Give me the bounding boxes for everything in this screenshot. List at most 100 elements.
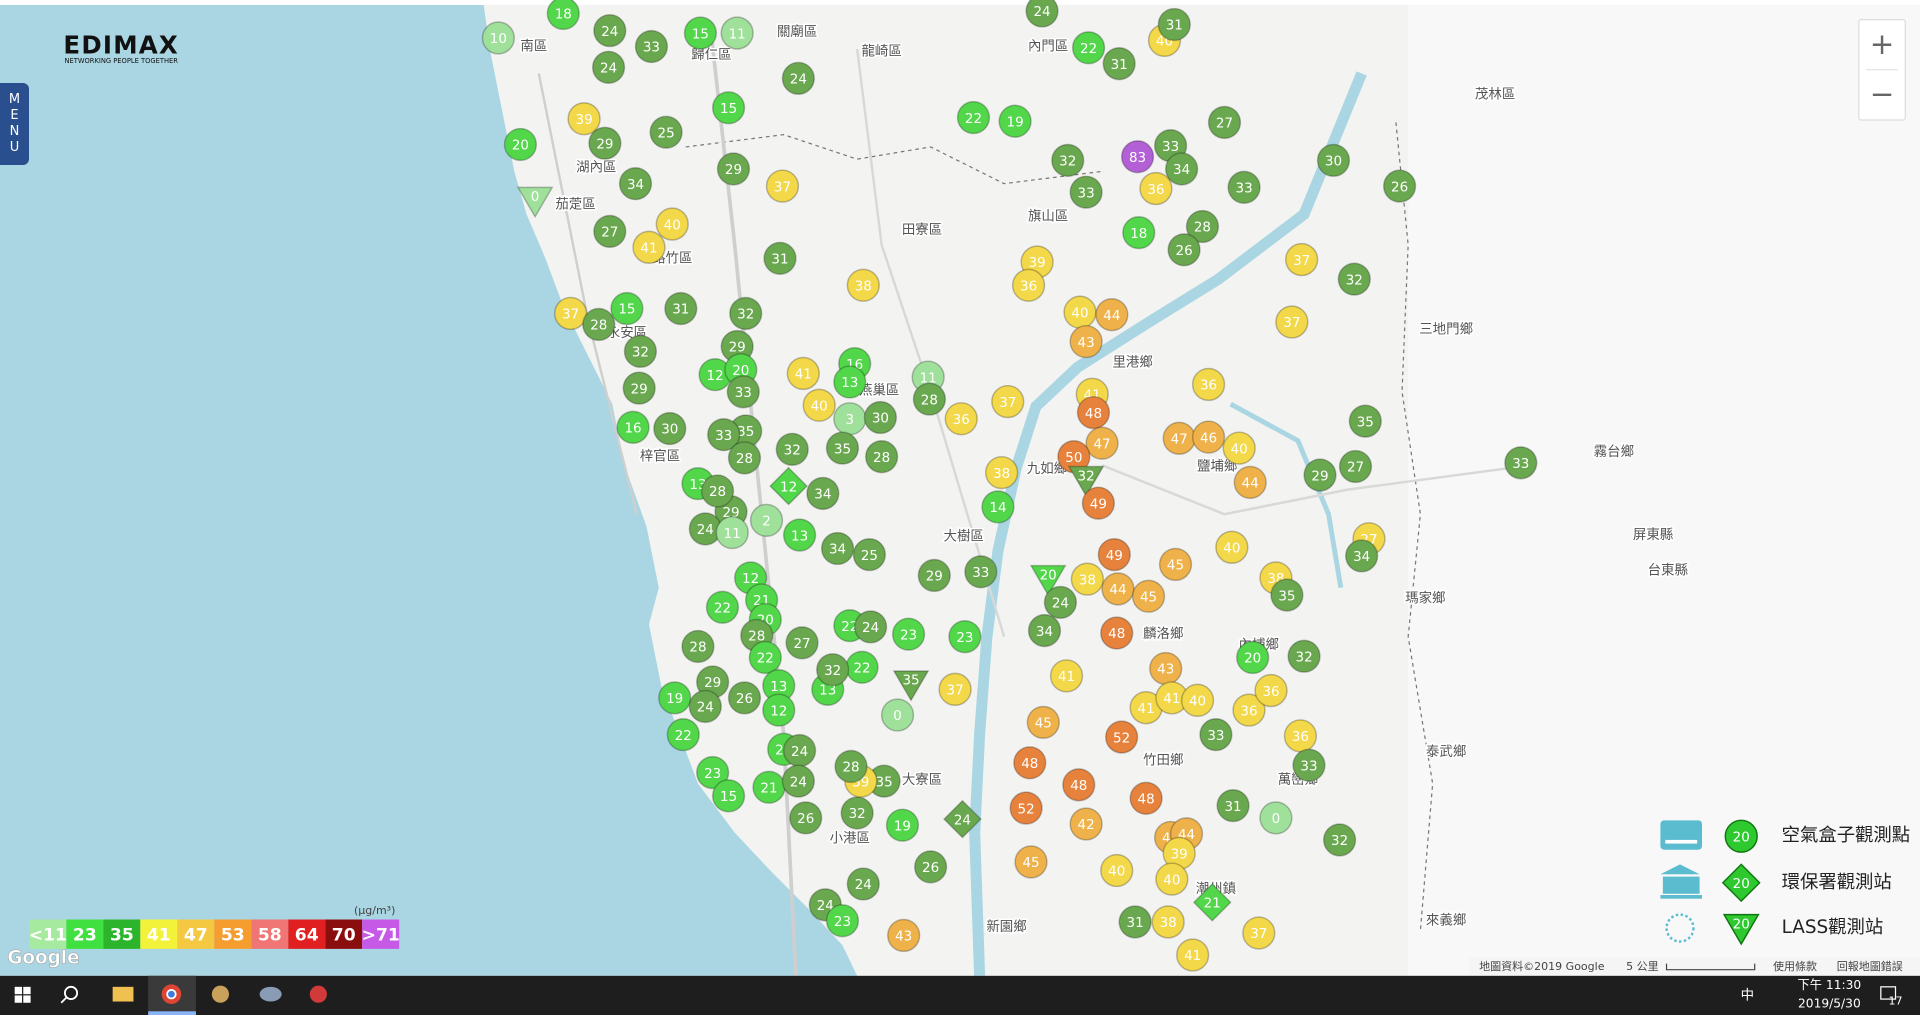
- report-link[interactable]: 回報地圖錯誤: [1837, 959, 1903, 973]
- sensor-marker[interactable]: 33: [1504, 446, 1538, 480]
- sensor-marker[interactable]: 40: [1215, 530, 1249, 564]
- search-button[interactable]: [63, 985, 79, 1001]
- sensor-marker[interactable]: 24: [688, 689, 722, 724]
- sensor-marker[interactable]: 48: [1013, 746, 1047, 780]
- sensor-marker[interactable]: 41: [632, 230, 666, 264]
- sensor-marker[interactable]: 48: [1062, 768, 1096, 802]
- sensor-marker[interactable]: 29: [622, 371, 656, 405]
- sensor-marker[interactable]: 39: [1162, 836, 1196, 871]
- sensor-marker[interactable]: 83: [1120, 140, 1155, 174]
- sensor-marker[interactable]: 47: [1085, 426, 1119, 460]
- sensor-marker[interactable]: 37: [938, 672, 972, 706]
- sensor-marker[interactable]: 21: [752, 770, 786, 804]
- sensor-marker[interactable]: 31: [763, 241, 797, 275]
- sensor-marker[interactable]: 18: [1122, 215, 1156, 250]
- sensor-marker[interactable]: 36: [1254, 673, 1288, 708]
- sensor-marker[interactable]: 32: [840, 796, 874, 830]
- sensor-marker[interactable]: 18: [546, 0, 580, 31]
- sensor-marker[interactable]: 45: [1026, 705, 1060, 740]
- sensor-marker[interactable]: 22: [956, 100, 991, 135]
- sensor-marker[interactable]: 23: [696, 755, 730, 790]
- sensor-marker[interactable]: 33: [964, 555, 998, 589]
- sensor-marker[interactable]: 13: [782, 518, 817, 552]
- sensor-marker[interactable]: 43: [1069, 324, 1103, 359]
- sensor-marker[interactable]: 37: [1275, 305, 1309, 339]
- sensor-marker[interactable]: 24: [1043, 585, 1078, 620]
- sensor-marker[interactable]: 45: [1131, 579, 1166, 613]
- sensor-marker[interactable]: 34: [1164, 152, 1199, 186]
- sensor-marker[interactable]: 24: [943, 799, 982, 839]
- sensor-marker[interactable]: 31: [1157, 7, 1191, 42]
- sensor-marker[interactable]: 52: [1104, 720, 1139, 754]
- sensor-marker[interactable]: 26: [913, 850, 948, 884]
- sensor-marker[interactable]: 28: [681, 629, 715, 664]
- notification-icon[interactable]: [1880, 986, 1897, 1000]
- sensor-marker[interactable]: 44: [1233, 465, 1267, 500]
- sensor-marker[interactable]: 43: [1149, 651, 1183, 686]
- sensor-marker[interactable]: 26: [789, 801, 823, 835]
- sensor-marker[interactable]: 26: [1382, 169, 1417, 203]
- sensor-marker[interactable]: 29: [917, 558, 951, 593]
- sensor-marker[interactable]: 20: [503, 127, 538, 162]
- sensor-marker[interactable]: 31: [664, 291, 698, 326]
- sensor-marker[interactable]: 43: [887, 918, 921, 953]
- clock-time[interactable]: 下午 11:30: [1798, 978, 1862, 992]
- sensor-marker[interactable]: 36: [1191, 367, 1226, 402]
- sensor-marker[interactable]: 19: [658, 681, 692, 715]
- sensor-marker[interactable]: 35: [1270, 578, 1304, 612]
- sensor-marker[interactable]: 15: [711, 91, 746, 125]
- sensor-marker[interactable]: 22: [1071, 31, 1106, 65]
- app-icon[interactable]: [211, 985, 229, 1003]
- sensor-marker[interactable]: 49: [1081, 486, 1116, 520]
- sensor-marker[interactable]: 29: [716, 152, 751, 186]
- sensor-marker[interactable]: 40: [1155, 862, 1189, 896]
- start-button[interactable]: [14, 986, 31, 1003]
- sensor-marker[interactable]: 30: [1316, 143, 1351, 178]
- sensor-marker[interactable]: 28: [912, 382, 947, 416]
- sensor-marker[interactable]: 27: [785, 626, 819, 660]
- sensor-marker[interactable]: 28: [582, 307, 616, 342]
- sensor-marker[interactable]: 23: [891, 617, 926, 651]
- zoom-in[interactable]: +: [1870, 27, 1895, 61]
- sensor-marker[interactable]: 38: [846, 268, 880, 302]
- sensor-marker[interactable]: 35: [892, 670, 930, 702]
- explorer-icon[interactable]: [112, 986, 134, 1002]
- sensor-marker[interactable]: 19: [998, 104, 1032, 138]
- sensor-marker[interactable]: 33: [707, 417, 741, 452]
- sensor-marker[interactable]: 48: [1076, 395, 1111, 430]
- sensor-marker[interactable]: 34: [1344, 539, 1379, 573]
- sensor-marker[interactable]: 46: [1191, 420, 1226, 454]
- sensor-marker[interactable]: 11: [720, 16, 754, 50]
- sensor-marker[interactable]: 32: [1287, 639, 1321, 673]
- sensor-marker[interactable]: 38: [1070, 562, 1104, 596]
- sensor-marker[interactable]: 40: [1222, 431, 1256, 465]
- sensor-marker[interactable]: 28: [864, 440, 899, 474]
- sensor-marker[interactable]: 22: [705, 590, 740, 624]
- sensor-marker[interactable]: 45: [1014, 845, 1048, 879]
- menu-tab[interactable]: MENU: [0, 83, 29, 165]
- sensor-marker[interactable]: 34: [806, 476, 840, 511]
- sensor-marker[interactable]: 24: [781, 764, 816, 798]
- sensor-marker[interactable]: 33: [634, 29, 669, 64]
- sensor-marker[interactable]: 32: [1322, 823, 1357, 857]
- sensor-marker[interactable]: 25: [649, 115, 683, 149]
- sensor-marker[interactable]: 37: [553, 296, 588, 331]
- sensor-marker[interactable]: 24: [1025, 0, 1059, 28]
- sensor-marker[interactable]: 24: [593, 13, 627, 48]
- sensor-marker[interactable]: 25: [852, 537, 887, 572]
- sensor-marker[interactable]: 50: [1057, 440, 1091, 474]
- sensor-marker[interactable]: 2: [749, 503, 784, 538]
- sensor-marker[interactable]: 33: [1227, 170, 1261, 204]
- sensor-marker[interactable]: 40: [655, 207, 689, 241]
- sensor-marker[interactable]: 12: [769, 466, 808, 506]
- sensor-marker[interactable]: 32: [816, 653, 850, 687]
- sensor-marker[interactable]: 32: [1067, 465, 1105, 498]
- sensor-marker[interactable]: 33: [1292, 748, 1326, 782]
- sensor-marker[interactable]: 36: [1283, 719, 1318, 753]
- sensor-marker[interactable]: 12: [762, 693, 796, 727]
- sensor-marker[interactable]: 32: [1337, 262, 1371, 296]
- sensor-marker[interactable]: 34: [1027, 613, 1062, 648]
- sensor-marker[interactable]: 44: [1101, 572, 1135, 606]
- sensor-marker[interactable]: 0: [880, 698, 915, 732]
- sensor-marker[interactable]: 38: [984, 455, 1019, 490]
